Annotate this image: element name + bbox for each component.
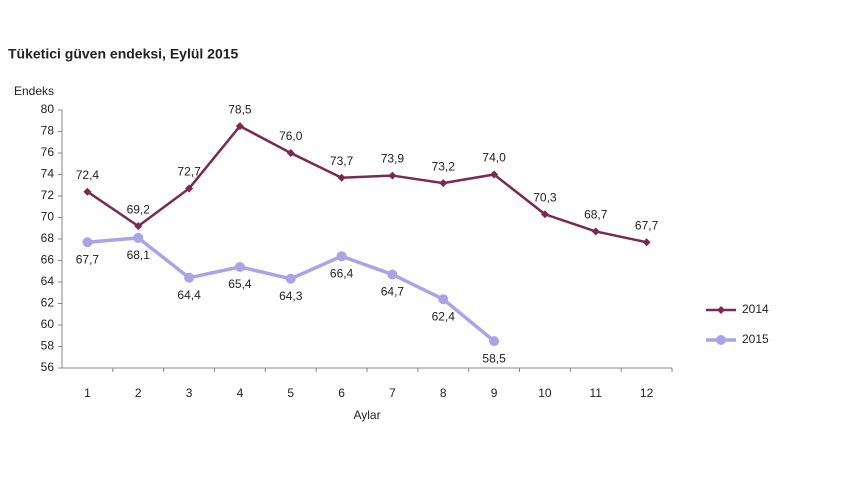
- y-tick-label: 68: [41, 231, 55, 245]
- marker: [642, 238, 651, 247]
- x-tick-label: 11: [590, 386, 603, 400]
- marker: [83, 187, 92, 196]
- data-label: 76,0: [279, 129, 303, 143]
- marker: [133, 232, 144, 243]
- data-label: 67,7: [635, 218, 659, 232]
- data-label: 67,7: [76, 252, 100, 266]
- y-tick-label: 64: [41, 274, 55, 288]
- y-tick-label: 60: [41, 317, 55, 331]
- marker: [286, 149, 295, 157]
- x-tick-label: 8: [440, 386, 447, 400]
- marker: [337, 173, 346, 182]
- marker: [82, 237, 93, 248]
- x-axis-label: Aylar: [353, 408, 380, 422]
- chart-title: Tüketici güven endeksi, Eylül 2015: [8, 46, 239, 62]
- y-tick-label: 58: [41, 339, 55, 353]
- marker: [185, 184, 194, 193]
- data-label: 68,1: [127, 248, 151, 262]
- x-tick-label: 1: [84, 386, 91, 400]
- x-tick-label: 7: [389, 386, 396, 400]
- y-tick-label: 72: [41, 188, 55, 202]
- data-label: 73,9: [381, 152, 405, 166]
- y-tick-label: 76: [41, 145, 55, 159]
- legend-label: 2014: [742, 302, 769, 316]
- legend-marker: [716, 335, 726, 345]
- y-tick-label: 80: [41, 102, 55, 116]
- data-label: 73,7: [330, 154, 354, 168]
- y-tick-label: 74: [41, 167, 55, 181]
- marker: [134, 222, 143, 231]
- legend-label: 2015: [742, 332, 769, 346]
- x-tick-label: 2: [135, 386, 142, 400]
- x-tick-label: 10: [538, 386, 552, 400]
- x-tick-label: 3: [186, 386, 193, 400]
- y-tick-label: 56: [41, 360, 55, 374]
- marker: [285, 273, 296, 284]
- y-tick-label: 70: [41, 210, 55, 224]
- data-label: 64,3: [279, 289, 303, 303]
- data-label: 70,3: [533, 190, 557, 204]
- data-label: 62,4: [432, 309, 456, 323]
- marker: [387, 269, 398, 280]
- x-tick-label: 9: [491, 386, 498, 400]
- x-tick-label: 5: [287, 386, 294, 400]
- series-line: [86, 124, 647, 244]
- data-label: 78,5: [228, 102, 252, 116]
- marker: [336, 251, 347, 262]
- data-label: 72,7: [177, 165, 201, 179]
- data-label: 64,4: [177, 288, 201, 302]
- marker: [489, 336, 500, 347]
- data-label: 65,4: [228, 277, 252, 291]
- data-label: 73,2: [432, 159, 456, 173]
- x-tick-label: 4: [237, 386, 244, 400]
- y-axis-label: Endeks: [14, 84, 54, 98]
- data-label: 58,5: [482, 351, 506, 365]
- marker: [438, 294, 449, 305]
- x-tick-label: 12: [640, 386, 654, 400]
- marker: [540, 210, 549, 219]
- y-tick-label: 66: [41, 253, 55, 267]
- data-label: 72,4: [76, 168, 100, 182]
- y-tick-label: 78: [41, 124, 55, 138]
- marker: [234, 261, 245, 272]
- marker: [184, 272, 195, 283]
- marker: [235, 122, 244, 131]
- marker: [439, 179, 448, 188]
- data-label: 64,7: [381, 285, 405, 299]
- data-label: 68,7: [584, 208, 608, 222]
- legend-marker: [717, 306, 725, 314]
- marker: [591, 227, 600, 236]
- data-label: 74,0: [482, 151, 506, 165]
- marker: [388, 171, 397, 180]
- data-label: 66,4: [330, 266, 354, 280]
- y-tick-label: 62: [41, 296, 55, 310]
- marker: [490, 170, 499, 179]
- data-label: 69,2: [127, 202, 151, 216]
- x-tick-label: 6: [338, 386, 345, 400]
